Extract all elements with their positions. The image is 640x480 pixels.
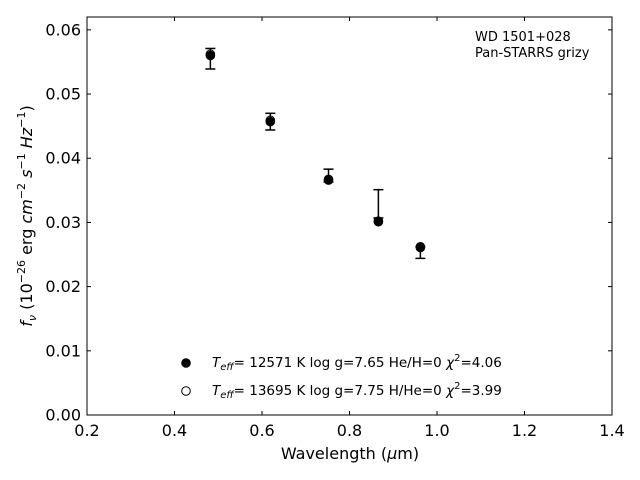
y-tick-label: 0.01: [45, 341, 81, 360]
x-tick-label: 0.4: [162, 421, 187, 440]
x-tick-label: 1.0: [424, 421, 449, 440]
annotation-object: WD 1501+028: [475, 30, 571, 45]
x-tick-label: 1.2: [512, 421, 537, 440]
data-markers: [205, 49, 426, 253]
x-axis-label: Wavelength (μm): [281, 444, 419, 463]
y-tick-label: 0.04: [45, 149, 81, 168]
legend: Teff= 12571 K log g=7.65 He/H=0 χ2=4.06 …: [181, 353, 502, 401]
x-tick-label: 0.2: [74, 421, 99, 440]
y-tick-label: 0.02: [45, 277, 81, 296]
model-point-open: [373, 216, 384, 226]
x-axis: 0.2 0.4 0.6 0.8 1.0 1.2 1.4: [74, 17, 625, 440]
y-tick-label: 0.05: [45, 85, 81, 104]
x-tick-label: 1.4: [599, 421, 624, 440]
legend-entry-2: Teff= 13695 K log g=7.75 H/He=0 χ2=3.99: [212, 381, 502, 401]
x-tick-label: 0.8: [337, 421, 362, 440]
y-axis: 0.00 0.01 0.02 0.03 0.04 0.05 0.06: [45, 20, 612, 425]
x-tick-label: 0.6: [249, 421, 274, 440]
model-point-open: [205, 49, 216, 60]
y-tick-label: 0.00: [45, 406, 81, 425]
annotation-survey: Pan-STARRS grizy: [475, 46, 590, 61]
y-tick-label: 0.03: [45, 213, 81, 232]
legend-marker-open: [181, 386, 191, 396]
y-tick-label: 0.06: [45, 20, 81, 39]
error-bars: [205, 47, 426, 260]
error-bar: [373, 188, 384, 219]
legend-entry-1: Teff= 12571 K log g=7.65 He/H=0 χ2=4.06: [212, 353, 502, 373]
model-point-open: [415, 242, 426, 252]
model-point-open: [265, 115, 276, 126]
legend-marker-filled: [181, 358, 191, 368]
y-axis-label: fν (10−26 erg cm−2 s−1 Hz−1): [15, 105, 39, 326]
model-point-open: [323, 174, 334, 185]
